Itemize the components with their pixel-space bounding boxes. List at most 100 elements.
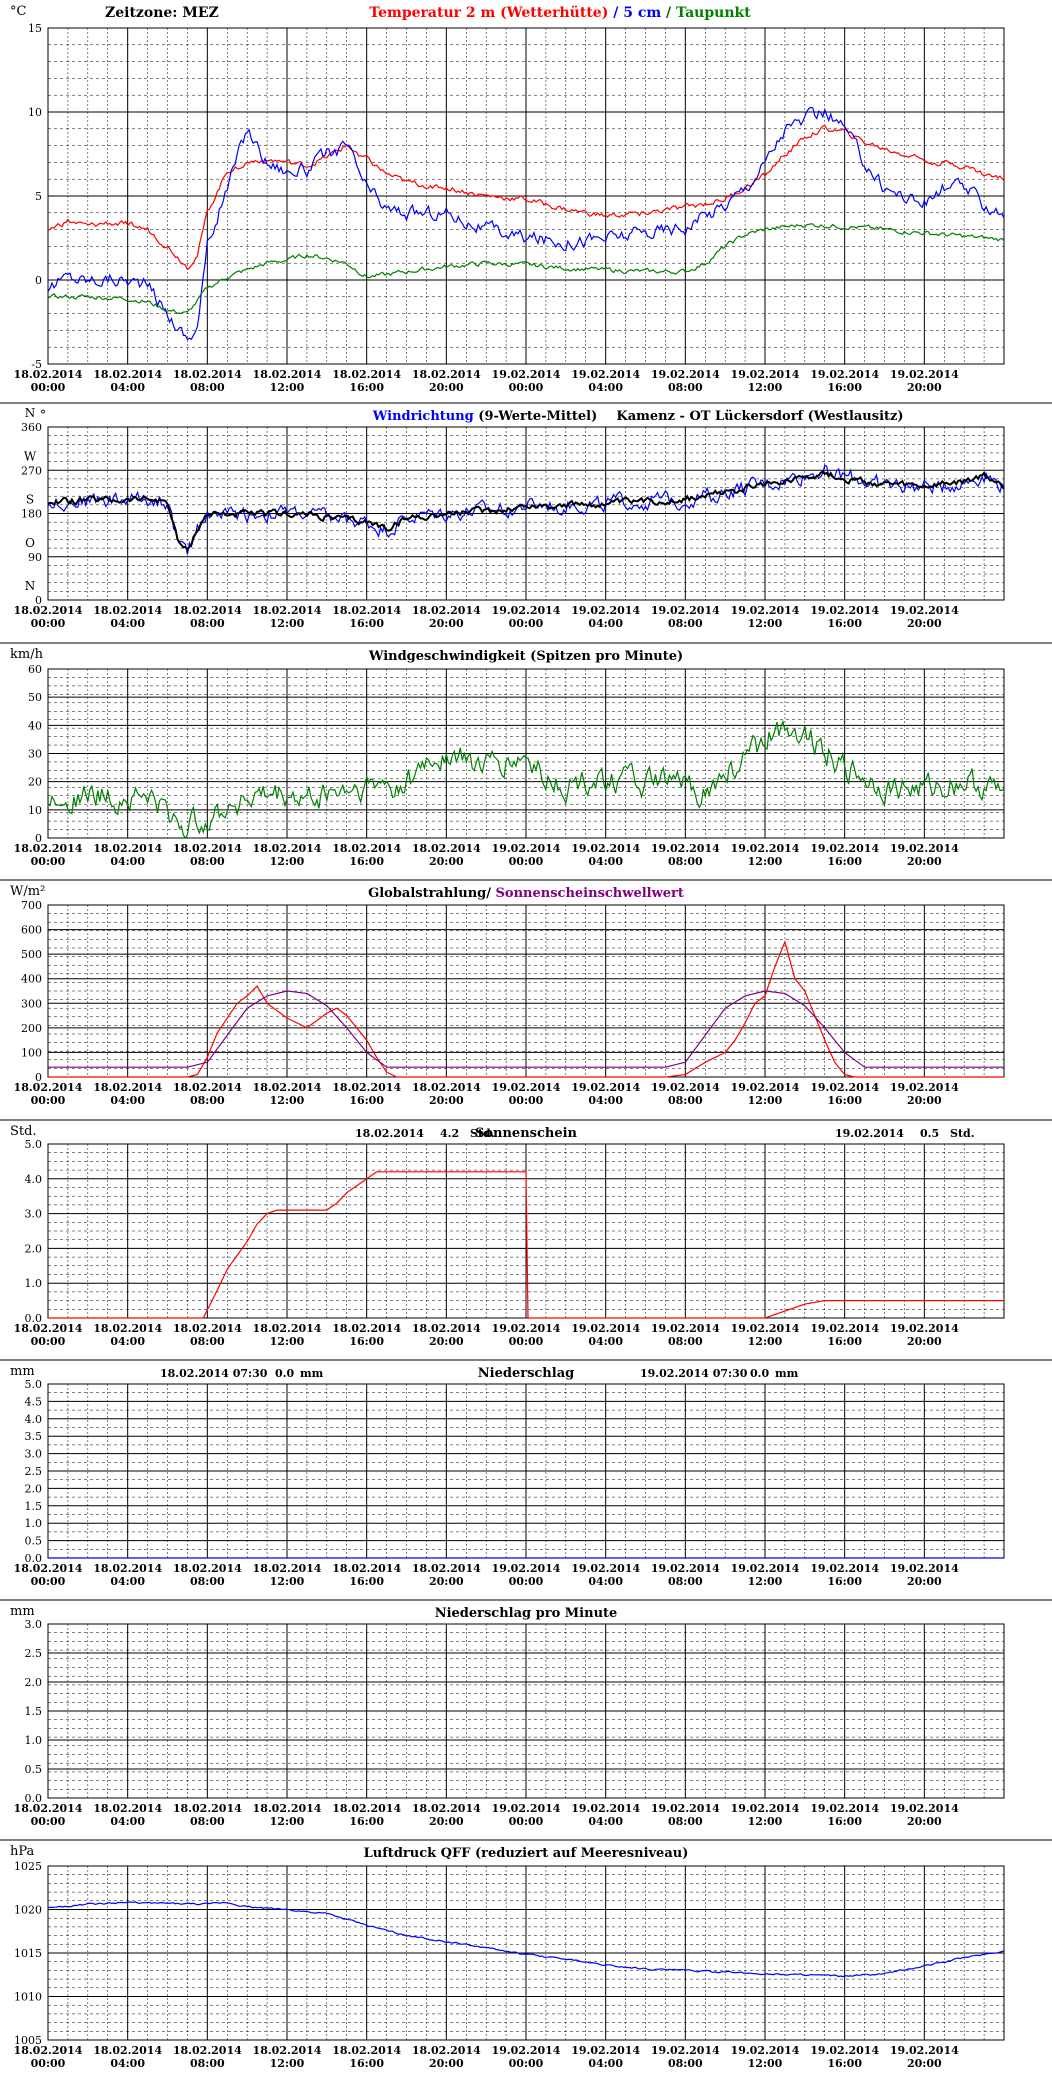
y-tick-label: 15 (28, 22, 42, 35)
x-tick-date: 18.02.2014 (253, 2044, 322, 2057)
y-tick-label: 1010 (14, 1991, 42, 2004)
x-tick-date: 18.02.2014 (14, 2044, 83, 2057)
y-tick-label: 60 (28, 663, 42, 676)
legend-entry: / (608, 5, 623, 21)
x-tick-date: 19.02.2014 (571, 1081, 640, 1094)
x-tick-time: 16:00 (827, 855, 862, 868)
legend-entry: (9-Werte-Mittel) (474, 409, 597, 424)
x-tick-date: 19.02.2014 (890, 1802, 959, 1815)
x-tick-date: 18.02.2014 (332, 1562, 401, 1575)
x-tick-time: 16:00 (349, 1335, 384, 1348)
degree-mark: ° (40, 408, 46, 422)
x-tick-time: 00:00 (31, 855, 66, 868)
y-tick-label: 2.5 (25, 1465, 43, 1478)
x-tick-time: 20:00 (907, 1335, 942, 1348)
summary-value: 0.5 (920, 1127, 939, 1140)
station-name: Kamenz - OT Lückersdorf (Westlausitz) (616, 409, 903, 424)
y-tick-label: -5 (31, 358, 42, 371)
x-tick-time: 20:00 (907, 2057, 942, 2070)
x-tick-date: 18.02.2014 (93, 368, 162, 381)
y-tick-label: 1.5 (25, 1705, 43, 1718)
unit-label: mm (10, 1604, 35, 1619)
x-tick-date: 19.02.2014 (890, 1562, 959, 1575)
summary-value: 0.0 (750, 1367, 769, 1380)
x-tick-time: 08:00 (190, 1094, 225, 1107)
x-tick-date: 19.02.2014 (890, 1081, 959, 1094)
x-tick-time: 12:00 (748, 381, 783, 394)
plot-frame (47, 1865, 1005, 2041)
chart-title: Windrichtung (9-Werte-Mittel) (372, 409, 597, 424)
y-tick-label: 0.0 (25, 1552, 43, 1565)
x-tick-date: 19.02.2014 (571, 368, 640, 381)
y-tick-label: 1.0 (25, 1734, 43, 1747)
x-tick-date: 19.02.2014 (731, 2044, 800, 2057)
x-tick-date: 18.02.2014 (173, 842, 242, 855)
compass-label: S (26, 493, 34, 507)
x-tick-date: 18.02.2014 (173, 604, 242, 617)
x-tick-time: 04:00 (588, 1094, 623, 1107)
compass-label: N (25, 579, 36, 593)
panel-niederschlag: 0.00.51.01.52.02.53.03.54.04.55.0mm18.02… (0, 1359, 1052, 1588)
x-tick-date: 19.02.2014 (651, 842, 720, 855)
y-tick-label: 700 (21, 899, 42, 912)
x-tick-time: 16:00 (827, 1335, 862, 1348)
y-tick-label: 1015 (14, 1947, 42, 1960)
summary-date: 18.02.2014 (355, 1127, 424, 1140)
title-part: Globalstrahlung (368, 886, 486, 901)
unit-label: W/m² (10, 884, 45, 899)
x-tick-date: 19.02.2014 (571, 1802, 640, 1815)
x-tick-time: 20:00 (429, 1094, 464, 1107)
summary-unit: mm (775, 1367, 799, 1380)
y-tick-label: 300 (21, 997, 42, 1010)
x-tick-date: 18.02.2014 (14, 1322, 83, 1335)
y-tick-label: 3.5 (25, 1430, 43, 1443)
x-tick-date: 18.02.2014 (14, 1802, 83, 1815)
y-tick-label: 4.0 (25, 1413, 43, 1426)
y-tick-label: 1.0 (25, 1517, 43, 1530)
x-tick-date: 19.02.2014 (810, 1322, 879, 1335)
x-tick-time: 20:00 (907, 855, 942, 868)
x-tick-time: 08:00 (668, 2057, 703, 2070)
x-tick-date: 18.02.2014 (412, 2044, 481, 2057)
series-5-cm (47, 106, 1005, 341)
x-tick-time: 04:00 (588, 1335, 623, 1348)
x-tick-date: 19.02.2014 (571, 1322, 640, 1335)
series-sonnenschein (48, 1171, 1004, 1319)
x-tick-date: 18.02.2014 (412, 1081, 481, 1094)
x-tick-date: 18.02.2014 (253, 842, 322, 855)
y-tick-label: 0 (35, 274, 42, 287)
plot-frame (47, 426, 1005, 601)
x-tick-date: 19.02.2014 (810, 1081, 879, 1094)
x-tick-date: 18.02.2014 (93, 1081, 162, 1094)
chart-title: Temperatur 2 m (Wetterhütte) / 5 cm / Ta… (369, 5, 751, 21)
x-tick-date: 19.02.2014 (492, 368, 561, 381)
x-tick-time: 00:00 (31, 1575, 66, 1588)
summary-value: 0.0 (275, 1367, 294, 1380)
x-tick-time: 16:00 (349, 1575, 384, 1588)
x-tick-date: 19.02.2014 (810, 1802, 879, 1815)
x-tick-time: 08:00 (190, 381, 225, 394)
x-tick-date: 19.02.2014 (651, 1081, 720, 1094)
x-tick-date: 18.02.2014 (173, 1562, 242, 1575)
y-tick-label: 2.5 (25, 1647, 43, 1660)
x-tick-time: 04:00 (110, 2057, 145, 2070)
chart-title: Sonnenschein (475, 1126, 578, 1141)
summary-date: 19.02.2014 07:30 (640, 1367, 748, 1380)
x-tick-date: 19.02.2014 (731, 604, 800, 617)
x-tick-time: 04:00 (110, 617, 145, 630)
y-tick-label: 3.0 (25, 1618, 43, 1631)
y-tick-label: 1.5 (25, 1500, 43, 1513)
x-tick-date: 19.02.2014 (890, 842, 959, 855)
x-tick-time: 16:00 (827, 1575, 862, 1588)
x-tick-date: 18.02.2014 (14, 368, 83, 381)
x-tick-date: 18.02.2014 (332, 1322, 401, 1335)
unit-label: °C (10, 4, 27, 19)
series-temperatur-2-m-wetterh-tte- (47, 124, 1005, 271)
summary-unit: Std. (950, 1127, 975, 1140)
unit-label: km/h (10, 647, 44, 662)
y-tick-label: 600 (21, 924, 42, 937)
x-tick-date: 19.02.2014 (731, 1802, 800, 1815)
y-tick-label: 30 (28, 748, 42, 761)
